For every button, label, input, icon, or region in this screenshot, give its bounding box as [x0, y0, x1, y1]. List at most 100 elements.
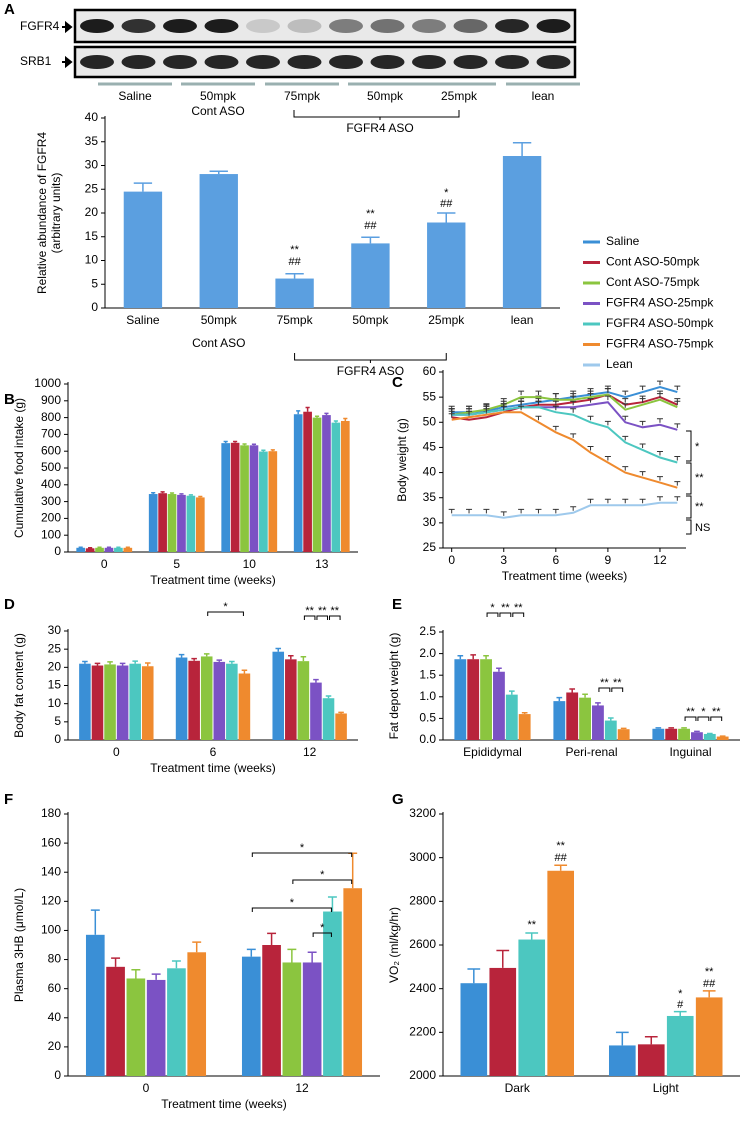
- y-tick-label: 3000: [409, 850, 436, 864]
- y-tick-label: 25: [48, 641, 62, 655]
- blot-band: [246, 19, 280, 33]
- y-tick-label: 35: [85, 134, 99, 148]
- bar: [175, 657, 188, 740]
- bar: [665, 728, 678, 740]
- blot-row-label: SRB1: [20, 54, 52, 68]
- bar: [323, 911, 342, 1076]
- error-tick: [570, 433, 577, 438]
- error-bar: [144, 662, 151, 667]
- x-tick-label: 50mpk: [352, 313, 389, 327]
- error-bar: [179, 493, 184, 495]
- error-tick: [639, 420, 646, 426]
- blot-band: [329, 55, 363, 69]
- lane-label: 50mpk: [367, 89, 404, 103]
- error-tick: [570, 393, 577, 398]
- bar: [637, 1044, 665, 1076]
- error-tick: [448, 413, 455, 418]
- error-bar: [203, 653, 210, 657]
- error-bar: [348, 852, 358, 889]
- y-tick-label: 35: [423, 490, 437, 504]
- error-bar: [325, 695, 332, 699]
- significance-label: **: [290, 244, 299, 256]
- bar: [678, 728, 690, 740]
- y-tick-label: 45: [423, 440, 437, 454]
- error-bar: [287, 948, 297, 963]
- lane-label: lean: [532, 89, 555, 103]
- significance-label: **: [695, 472, 704, 484]
- error-bar: [246, 948, 256, 957]
- y-axis-label: Body fat content (g): [12, 633, 26, 738]
- bar: [141, 666, 154, 740]
- x-tick-label: 12: [303, 745, 317, 759]
- significance-label: **: [600, 677, 609, 689]
- error-tick: [535, 400, 542, 406]
- error-bar: [270, 449, 275, 452]
- panel-letter: F: [4, 791, 13, 808]
- significance-bracket: [251, 852, 353, 857]
- blot-band: [287, 19, 322, 33]
- y-tick-label: 400: [41, 477, 61, 491]
- error-bar: [508, 690, 515, 695]
- error-tick: [656, 496, 663, 501]
- y-tick-label: 20: [85, 205, 99, 219]
- y-tick-label: 3200: [409, 806, 436, 820]
- y-tick-label: 10: [48, 696, 62, 710]
- bar: [76, 547, 86, 552]
- significance-label: *: [444, 187, 449, 199]
- group-label: Cont ASO: [192, 336, 245, 350]
- bar: [493, 671, 505, 740]
- western-blot: FGFR4 SRB1 Saline 50mpk 75mpk 50mpk 25mpk lea…: [20, 8, 580, 135]
- bar: [608, 1045, 636, 1076]
- blot-band: [329, 19, 363, 33]
- error-bar: [251, 443, 257, 446]
- bar: [186, 495, 196, 552]
- significance-label: ##: [703, 978, 716, 990]
- y-tick-label: 15: [48, 678, 62, 692]
- y-axis-label: Relative abundance of FGFR4: [35, 132, 49, 294]
- blot-band: [412, 55, 446, 69]
- error-tick: [483, 408, 490, 413]
- legend-label: Cont ASO-75mpk: [606, 275, 700, 289]
- blot-band: [204, 19, 239, 33]
- y-tick-label: 30: [48, 623, 62, 637]
- bar: [85, 548, 95, 552]
- error-bar: [229, 660, 235, 664]
- error-bar: [702, 990, 716, 998]
- error-bar: [338, 711, 344, 714]
- y-tick-label: 40: [423, 465, 437, 479]
- significance-bracket: [303, 615, 316, 620]
- y-tick-label: 160: [41, 835, 61, 849]
- lane-label: 25mpk: [441, 89, 478, 103]
- error-tick: [552, 400, 559, 406]
- error-bar: [106, 546, 112, 549]
- error-tick: [656, 450, 663, 456]
- legend-label: FGFR4 ASO-75mpk: [606, 337, 714, 351]
- error-bar: [681, 727, 687, 729]
- error-tick: [604, 456, 611, 461]
- y-tick-label: 50: [423, 414, 437, 428]
- bar: [489, 967, 517, 1076]
- y-tick-label: 0: [54, 544, 61, 558]
- error-bar: [242, 443, 247, 446]
- significance-label: *: [678, 988, 683, 1000]
- error-tick: [518, 405, 525, 411]
- x-tick-label: 5: [173, 557, 180, 571]
- x-axis-label: Treatment time (weeks): [161, 1097, 287, 1111]
- group-label: FGFR4 ASO: [346, 121, 413, 135]
- error-bar: [668, 727, 675, 729]
- error-bar: [233, 440, 238, 443]
- error-tick: [466, 410, 473, 416]
- bar: [123, 547, 133, 552]
- bar: [322, 415, 331, 552]
- bar: [200, 656, 213, 740]
- bar: [285, 659, 297, 740]
- error-bar: [191, 657, 197, 661]
- group-bracket: [293, 110, 460, 120]
- error-tick: [639, 398, 646, 403]
- bar: [518, 939, 546, 1076]
- x-tick-label: 10: [243, 557, 257, 571]
- panel-letter: B: [4, 391, 15, 408]
- error-bar: [470, 654, 477, 660]
- y-tick-label: 1.0: [419, 689, 436, 703]
- bar: [106, 966, 125, 1076]
